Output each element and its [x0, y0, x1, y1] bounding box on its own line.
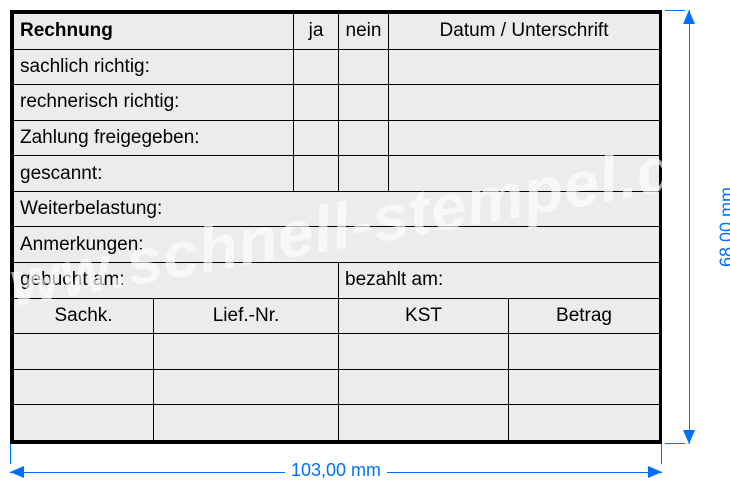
row-rechnerisch: rechnerisch richtig: — [14, 85, 294, 121]
stamp-form: www.schnell-stempel.de Rechnung ja nein … — [10, 10, 662, 444]
cell-no-2[interactable] — [339, 85, 389, 121]
data-r2c1[interactable] — [14, 369, 154, 405]
data-r1c2[interactable] — [154, 334, 339, 370]
header-yes: ja — [294, 14, 339, 50]
col-betrag: Betrag — [509, 298, 660, 334]
row-zahlung: Zahlung freigegeben: — [14, 120, 294, 156]
cell-sig-4[interactable] — [389, 156, 660, 192]
col-liefnr: Lief.-Nr. — [154, 298, 339, 334]
form-table: Rechnung ja nein Datum / Unterschrift sa… — [13, 13, 660, 441]
cell-sig-1[interactable] — [389, 49, 660, 85]
data-r3c2[interactable] — [154, 405, 339, 441]
data-r3c1[interactable] — [14, 405, 154, 441]
data-r2c4[interactable] — [509, 369, 660, 405]
cell-no-1[interactable] — [339, 49, 389, 85]
cell-no-3[interactable] — [339, 120, 389, 156]
col-sachk: Sachk. — [14, 298, 154, 334]
data-r3c4[interactable] — [509, 405, 660, 441]
data-r2c2[interactable] — [154, 369, 339, 405]
cell-sig-3[interactable] — [389, 120, 660, 156]
data-r1c3[interactable] — [339, 334, 509, 370]
cell-yes-2[interactable] — [294, 85, 339, 121]
row-gescannt: gescannt: — [14, 156, 294, 192]
arrow-left-icon — [10, 466, 24, 478]
row-sachlich: sachlich richtig: — [14, 49, 294, 85]
row-weiterbelastung[interactable]: Weiterbelastung: — [14, 191, 660, 227]
col-kst: KST — [339, 298, 509, 334]
header-date-sig: Datum / Unterschrift — [389, 14, 660, 50]
cell-yes-3[interactable] — [294, 120, 339, 156]
header-title: Rechnung — [14, 14, 294, 50]
dimension-width-label: 103,00 mm — [285, 460, 387, 481]
dimension-height-label: 68,00 mm — [717, 181, 730, 273]
data-r1c4[interactable] — [509, 334, 660, 370]
arrow-right-icon — [648, 466, 662, 478]
cell-sig-2[interactable] — [389, 85, 660, 121]
header-no: nein — [339, 14, 389, 50]
row-anmerkungen[interactable]: Anmerkungen: — [14, 227, 660, 263]
cell-no-4[interactable] — [339, 156, 389, 192]
data-r3c3[interactable] — [339, 405, 509, 441]
dimension-height: 68,00 mm — [675, 10, 715, 444]
data-r1c1[interactable] — [14, 334, 154, 370]
arrow-down-icon — [683, 430, 695, 444]
row-bezahlt[interactable]: bezahlt am: — [339, 263, 660, 299]
cell-yes-1[interactable] — [294, 49, 339, 85]
dimension-width: 103,00 mm — [10, 460, 662, 490]
canvas: www.schnell-stempel.de Rechnung ja nein … — [0, 0, 730, 500]
data-r2c3[interactable] — [339, 369, 509, 405]
row-gebucht[interactable]: gebucht am: — [14, 263, 339, 299]
arrow-up-icon — [683, 10, 695, 24]
cell-yes-4[interactable] — [294, 156, 339, 192]
